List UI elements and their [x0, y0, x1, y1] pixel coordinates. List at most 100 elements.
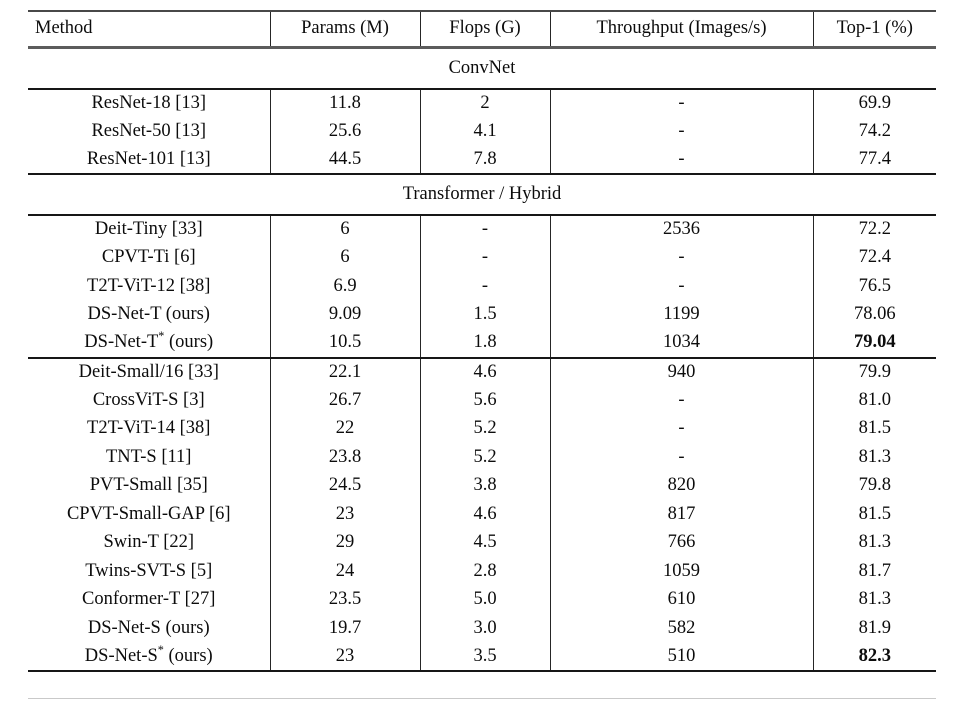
cell-params: 11.8	[269, 88, 420, 117]
cell-flops: -	[419, 272, 550, 301]
cell-params: 19.7	[269, 614, 420, 643]
table-row: DS-Net-S (ours) 19.7 3.0 582 81.9	[28, 614, 936, 643]
cell-method: CPVT-Small-GAP [6]	[66, 503, 231, 524]
cell-throughput: -	[549, 145, 813, 174]
results-table-container: Method Params (M) Flops (G) Throughput (…	[28, 10, 936, 672]
cell-top1: 81.3	[812, 585, 936, 614]
cell-throughput: 510	[549, 642, 813, 671]
cell-throughput: 1034	[549, 329, 813, 358]
cell-method: ResNet-101 [13]	[86, 148, 211, 169]
table-row: DS-Net-T* (ours) 10.5 1.8 1034 79.04	[28, 329, 936, 358]
table-row: T2T-ViT-12 [38] 6.9- -76.5	[28, 272, 936, 301]
table-row: ResNet-101 [13] 44.5 7.8-77.4	[28, 145, 936, 174]
cell-throughput: -	[549, 88, 813, 117]
cell-top1: 78.06	[812, 300, 936, 329]
cell-method: Twins-SVT-S [5]	[85, 560, 213, 581]
cell-params: 29	[269, 528, 420, 557]
table-row: T2T-ViT-14 [38] 22 5.2-81.5	[28, 414, 936, 443]
cell-flops: 5.6	[419, 386, 550, 415]
cell-method: TNT-S [11]	[106, 446, 192, 467]
column-header-top1: Top-1 (%)	[812, 11, 936, 47]
cell-method: Deit-Small/16 [33]	[78, 361, 219, 382]
cell-top1: 81.3	[812, 443, 936, 472]
cell-throughput: 610	[549, 585, 813, 614]
cell-top1: 81.0	[812, 386, 936, 415]
cell-top1: 76.5	[812, 272, 936, 301]
cell-throughput: 1059	[549, 557, 813, 586]
cell-flops: 4.5	[419, 528, 550, 557]
cell-throughput: 817	[549, 500, 813, 529]
cell-flops: -	[419, 243, 550, 272]
cell-flops: 1.5	[419, 300, 550, 329]
cell-throughput: 1199	[549, 300, 813, 329]
cell-params: 23	[269, 500, 420, 529]
cell-top1: 72.2	[812, 215, 936, 244]
table-row: Conformer-T [27] 23.5 5.0 610 81.3	[28, 585, 936, 614]
cell-throughput: -	[549, 243, 813, 272]
cell-params: 24	[269, 557, 420, 586]
cell-method: Deit-Tiny [33]	[94, 219, 203, 240]
cell-flops: 5.2	[419, 414, 550, 443]
cell-params: 6	[269, 215, 420, 244]
cell-params: 6	[269, 243, 420, 272]
table-row: PVT-Small [35] 24.5 3.8 820 79.8	[28, 471, 936, 500]
cell-flops: 3.5	[419, 642, 550, 671]
cell-params: 23.5	[269, 585, 420, 614]
cell-throughput: 766	[549, 528, 813, 557]
cell-throughput: -	[549, 386, 813, 415]
cell-params: 10.5	[269, 329, 420, 358]
cell-method: CPVT-Ti [6]	[101, 247, 196, 268]
row-group: Deit-Small/16 [33] 22.1 4.6 940 79.9 CrossViT…	[28, 357, 936, 671]
table-row: Twins-SVT-S [5] 24 2.8 1059 81.7	[28, 557, 936, 586]
cell-params: 24.5	[269, 471, 420, 500]
cell-flops: 4.6	[419, 500, 550, 529]
section-title: ConvNet	[448, 57, 516, 78]
column-header-flops: Flops (G)	[419, 11, 550, 47]
cell-top1: 81.5	[812, 500, 936, 529]
cell-method: T2T-ViT-12 [38]	[87, 275, 211, 296]
cell-flops: 7.8	[419, 145, 550, 174]
cell-method: Swin-T [22]	[103, 532, 195, 553]
cell-method: DS-Net-T* (ours)	[84, 329, 214, 353]
cell-top1: 74.2	[812, 117, 936, 146]
cell-throughput: -	[549, 117, 813, 146]
cell-flops: 2	[419, 88, 550, 117]
table-row: CPVT-Ti [6] 6- -72.4	[28, 243, 936, 272]
table-row: Deit-Tiny [33] 6-2536 72.2	[28, 215, 936, 244]
column-header-method: Method	[35, 18, 93, 39]
cell-method: CrossViT-S [3]	[92, 389, 205, 410]
table-row: ResNet-18 [13] 11.8 2-69.9	[28, 88, 936, 117]
cell-top1: 79.04	[812, 329, 936, 358]
section-title: Transformer / Hybrid	[402, 184, 562, 204]
cell-params: 22.1	[269, 357, 420, 386]
cell-params: 6.9	[269, 272, 420, 301]
cell-throughput: 940	[549, 357, 813, 386]
section-block: ConvNet	[28, 47, 936, 89]
table-header: Method Params (M) Flops (G) Throughput (…	[28, 11, 936, 47]
column-header-params: Params (M)	[269, 11, 420, 47]
cell-flops: 4.1	[419, 117, 550, 146]
cell-method: ResNet-18 [13]	[91, 92, 207, 113]
cell-throughput: 2536	[549, 215, 813, 244]
table-row: CPVT-Small-GAP [6] 23 4.6 817 81.5	[28, 500, 936, 529]
table-row: ResNet-50 [13] 25.6 4.1-74.2	[28, 117, 936, 146]
cell-top1: 81.3	[812, 528, 936, 557]
cell-flops: 5.2	[419, 443, 550, 472]
row-group: ResNet-18 [13] 11.8 2-69.9 ResNet-50 [13] 25…	[28, 88, 936, 174]
results-table: Method Params (M) Flops (G) Throughput (…	[28, 10, 936, 672]
section-header-row: Transformer / Hybrid	[28, 174, 936, 215]
cell-params: 9.09	[269, 300, 420, 329]
cell-top1: 79.9	[812, 357, 936, 386]
cell-throughput: -	[549, 414, 813, 443]
cell-method: Conformer-T [27]	[82, 589, 216, 610]
cell-method: PVT-Small [35]	[89, 475, 208, 496]
cell-throughput: 582	[549, 614, 813, 643]
cell-params: 26.7	[269, 386, 420, 415]
cell-throughput: 820	[549, 471, 813, 500]
cell-top1: 81.9	[812, 614, 936, 643]
cell-throughput: -	[549, 272, 813, 301]
cell-flops: 3.8	[419, 471, 550, 500]
cell-flops: 5.0	[419, 585, 550, 614]
header-row: Method Params (M) Flops (G) Throughput (…	[28, 11, 936, 47]
